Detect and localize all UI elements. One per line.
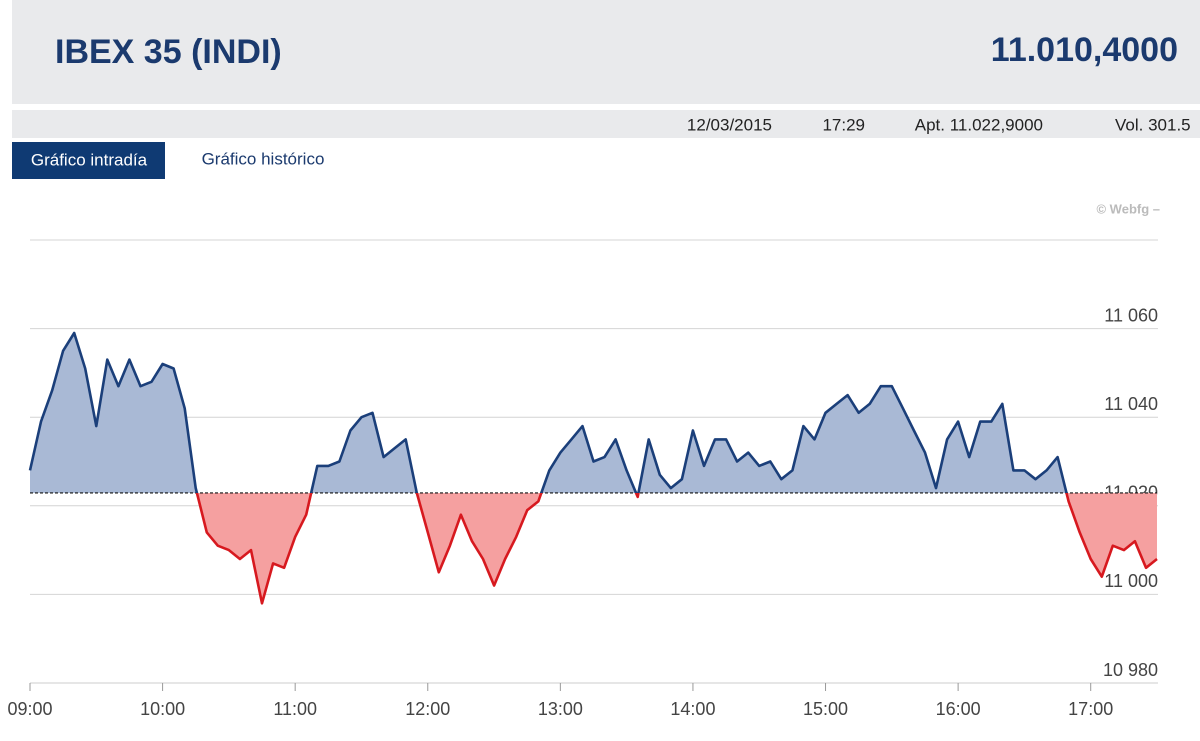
info-open: Apt. 11.022,9000: [915, 115, 1043, 134]
y-tick-label: 10 980: [1103, 660, 1158, 680]
tab-intraday[interactable]: Gráfico intradía: [31, 150, 148, 169]
info-date: 12/03/2015: [687, 115, 772, 134]
x-tick-label: 14:00: [670, 699, 715, 719]
index-title: IBEX 35 (INDI): [55, 33, 282, 71]
tab-historic[interactable]: Gráfico histórico: [202, 149, 325, 168]
area: [30, 333, 1157, 604]
header-bar: [12, 0, 1200, 104]
y-tick-label: 11 000: [1104, 571, 1158, 591]
x-tick-label: 17:00: [1068, 699, 1113, 719]
tab-active-bg[interactable]: [12, 142, 165, 179]
info-time: 17:29: [822, 115, 865, 134]
x-tick-label: 13:00: [538, 699, 583, 719]
info-bar: [12, 110, 1200, 138]
x-tick-label: 10:00: [140, 699, 185, 719]
x-tick-label: 11:00: [273, 699, 317, 719]
x-tick-label: 09:00: [7, 699, 52, 719]
index-value: 11.010,4000: [991, 31, 1178, 69]
price-line: [28, 331, 1158, 605]
y-tick-label: 11 040: [1104, 394, 1158, 414]
y-tick-label: 11 060: [1104, 305, 1158, 325]
x-tick-label: 12:00: [405, 699, 450, 719]
watermark: © Webfg –: [1096, 201, 1160, 216]
x-tick-label: 15:00: [803, 699, 848, 719]
info-volume: Vol. 301.5: [1115, 115, 1191, 134]
x-tick-label: 16:00: [936, 699, 981, 719]
